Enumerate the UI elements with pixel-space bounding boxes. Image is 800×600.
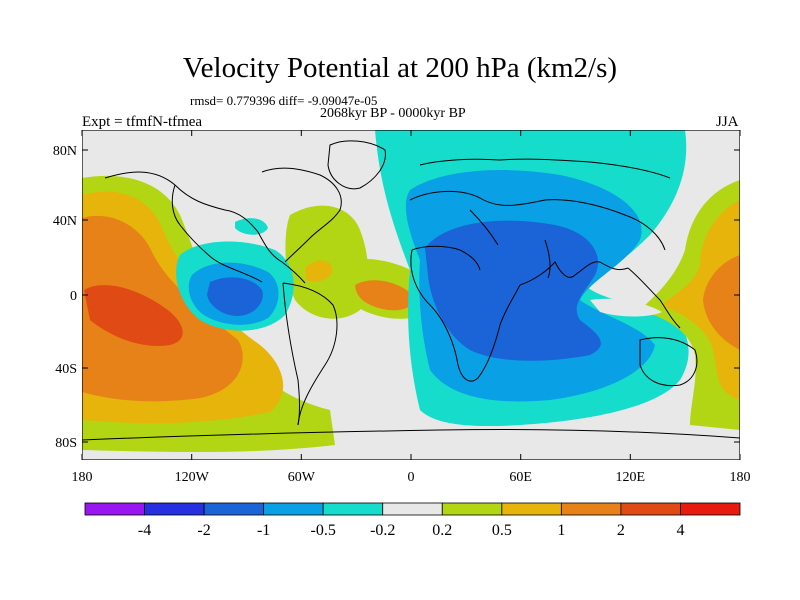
- stats-text: rmsd= 0.779396 diff= -9.09047e-05: [190, 93, 378, 108]
- lat-label: 0: [70, 289, 77, 304]
- colorbar-swatch: [620, 502, 681, 516]
- atlantic-yellow-blob: [305, 260, 333, 282]
- lon-label: 180: [72, 470, 93, 485]
- map-plot: [82, 130, 740, 460]
- colorbar-swatch: [203, 502, 265, 516]
- coastlines: [82, 140, 740, 441]
- experiment-label: Expt = tfmfN-tfmea: [82, 114, 203, 130]
- lat-label: 80N: [53, 144, 77, 159]
- lat-label: 40N: [53, 214, 77, 229]
- colorbar-label: -2: [197, 522, 210, 539]
- colorbar-label: 0.2: [432, 522, 452, 539]
- lon-label: 120W: [175, 470, 210, 485]
- lon-label: 0: [408, 470, 415, 485]
- pacific-red-anomaly: [84, 285, 183, 346]
- lat-label: 80S: [55, 436, 77, 451]
- north-atlantic-teal: [235, 218, 268, 235]
- colorbar-swatch: [680, 502, 741, 516]
- lat-axis: 80N 40N 0 40S 80S: [53, 144, 740, 451]
- colorbar-label: 0.5: [492, 522, 512, 539]
- colorbar-swatch: [382, 502, 443, 516]
- west-pacific-orange: [703, 255, 740, 350]
- colorbar-swatch: [84, 502, 145, 516]
- colorbar-label: 4: [676, 522, 684, 539]
- lon-label: 60E: [509, 470, 532, 485]
- lon-label: 60W: [288, 470, 316, 485]
- lon-label: 120E: [616, 470, 646, 485]
- lat-label: 40S: [55, 362, 77, 377]
- map-title: Velocity Potential at 200 hPa (km2/s): [182, 52, 618, 84]
- colorbar-label: -1: [257, 522, 270, 539]
- lon-label: 180: [730, 470, 751, 485]
- colorbar-swatch: [560, 502, 622, 516]
- colorbar-swatch: [322, 502, 384, 516]
- colorbar-label: 2: [617, 522, 625, 539]
- maritime-continent-gap: [590, 298, 662, 317]
- colorbar: -4 -2 -1 -0.5 -0.2 0.2 0.5 1 2 4: [84, 502, 741, 539]
- colorbar-label: 1: [557, 522, 565, 539]
- west-pacific-yellow: [662, 200, 740, 400]
- season-label: JJA: [716, 114, 739, 130]
- colorbar-swatch: [441, 502, 503, 516]
- central-america-blue: [207, 277, 263, 316]
- colorbar-label: -0.5: [311, 522, 336, 539]
- colorbar-swatch: [263, 502, 324, 516]
- atlantic-orange-core: [355, 280, 414, 311]
- colorbar-label: -0.2: [370, 522, 395, 539]
- lon-axis: 180 120W 60W 0 60E 120E 180: [72, 130, 751, 485]
- colorbar-label: -4: [138, 522, 151, 539]
- period-text: 2068kyr BP - 0000kyr BP: [320, 106, 466, 121]
- colorbar-swatch: [144, 502, 205, 516]
- colorbar-swatch: [501, 502, 562, 516]
